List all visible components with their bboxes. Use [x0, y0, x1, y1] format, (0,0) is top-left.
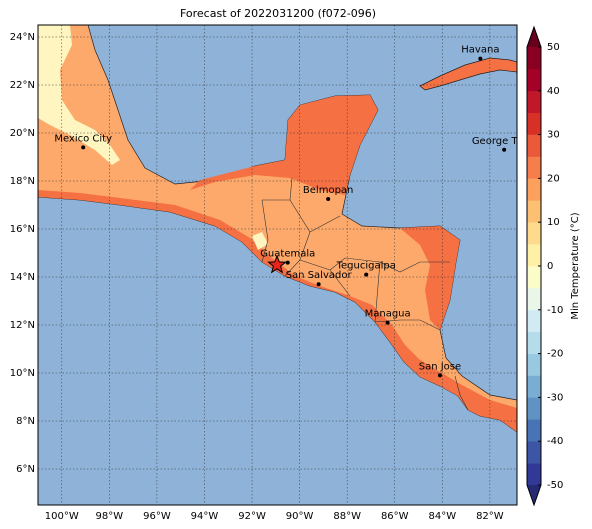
colorbar-band	[527, 331, 541, 354]
colorbar-band	[527, 68, 541, 92]
colorbar-tick-label: 10	[547, 217, 560, 228]
x-tick-label: 96°W	[143, 511, 171, 522]
city-label: San Jose	[419, 361, 461, 372]
y-tick-label: 24°N	[10, 32, 35, 43]
map-title: Forecast of 2022031200 (f072-096)	[180, 7, 376, 20]
y-tick-label: 22°N	[10, 80, 35, 91]
y-tick-label: 14°N	[10, 272, 35, 283]
city-label: Havana	[461, 45, 499, 56]
colorbar-tick-label: 40	[547, 86, 560, 97]
colorbar-under	[527, 485, 541, 505]
colorbar-band	[527, 47, 541, 70]
grid	[38, 25, 517, 505]
y-tick-label: 18°N	[10, 176, 35, 187]
city-label: Tegucigalpa	[336, 261, 396, 272]
colorbar-label: Min Temperature (°C)	[570, 212, 581, 319]
colorbar-band	[527, 178, 541, 201]
map-area: Havana Mexico City George Town Belmopan Guat…	[38, 25, 537, 505]
colorbar-tick-label: 50	[547, 42, 560, 53]
colorbar-band	[527, 266, 541, 289]
city-dot	[478, 56, 483, 61]
colorbar-over	[527, 27, 541, 47]
city-label: George Town	[472, 136, 537, 147]
city-label: San Salvador	[286, 270, 353, 281]
city-dot	[326, 197, 331, 201]
city-label: Mexico City	[54, 133, 112, 144]
city-dot	[364, 272, 369, 277]
colorbar-band	[527, 222, 541, 245]
colorbar-band	[527, 463, 541, 486]
x-tick-label: 86°W	[381, 511, 409, 522]
country-borders	[261, 177, 469, 411]
colorbar: -50 -40 -30 -20 -10 0 10 20 30 40 50 Min Temperatur…	[526, 25, 581, 507]
colorbar-band	[527, 419, 541, 442]
colorbar-band	[527, 244, 541, 267]
city-dot	[437, 373, 442, 378]
colorbar-tick-label: -10	[547, 305, 563, 316]
city-label: Managua	[365, 309, 411, 320]
colorbar-tick-label: 0	[547, 261, 553, 272]
plot-frame	[37, 24, 518, 506]
location-star	[267, 254, 287, 274]
colorbar-tick-label: -40	[547, 436, 563, 447]
y-tick-label: 6°N	[16, 464, 35, 475]
x-tick-label: 100°W	[45, 511, 79, 522]
warm-zone-coast	[38, 190, 517, 432]
colorbar-tick-label: -20	[547, 349, 563, 360]
city-label: Guatemala	[260, 249, 315, 260]
y-tick-label: 10°N	[10, 368, 35, 379]
colorbar-band	[527, 309, 541, 332]
city-label: Belmopan	[303, 185, 353, 196]
city-dot	[385, 320, 390, 325]
colorbar-tick-label: -50	[547, 480, 563, 491]
cool-zone-guatemala	[252, 232, 268, 250]
city-dot	[81, 145, 86, 150]
x-tick-label: 90°W	[286, 511, 314, 522]
city-dot	[285, 260, 290, 265]
colorbar-band	[527, 90, 541, 113]
colorbar-band	[527, 134, 541, 157]
y-tick-label: 20°N	[10, 128, 35, 139]
cool-zone-highlands	[38, 25, 120, 165]
x-tick-label: 94°W	[191, 511, 219, 522]
cities: Havana Mexico City George Town Belmopan Guat…	[54, 45, 537, 378]
colorbar-tick-label: -30	[547, 392, 563, 403]
y-tick-label: 16°N	[10, 224, 35, 235]
colorbar-band	[527, 200, 541, 223]
city-dot	[316, 282, 321, 287]
x-tick-label: 84°W	[429, 511, 457, 522]
colorbar-band	[527, 353, 541, 376]
x-tick-label: 92°W	[238, 511, 266, 522]
y-tick-label: 12°N	[10, 320, 35, 331]
colorbar-tick-label: 20	[547, 173, 560, 184]
x-tick-label: 88°W	[333, 511, 361, 522]
x-tick-label: 82°W	[476, 511, 504, 522]
colorbar-band	[527, 156, 541, 179]
city-dot	[502, 147, 507, 152]
cuba	[419, 57, 517, 91]
colorbar-band	[527, 112, 541, 135]
colorbar-band	[527, 397, 541, 420]
colorbar-tick-label: 30	[547, 130, 560, 141]
axis-ticks: 100°W 98°W 96°W 94°W 92°W 90°W 88°W 86°W 84°W 82°…	[10, 32, 504, 522]
warm-zone-yucatan	[190, 95, 378, 195]
x-tick-label: 98°W	[96, 511, 124, 522]
colorbar-band	[527, 287, 541, 311]
y-tick-label: 8°N	[16, 416, 35, 427]
colorbar-band	[527, 441, 541, 464]
colorbar-band	[527, 375, 541, 398]
warm-zone-honduras	[400, 226, 460, 330]
